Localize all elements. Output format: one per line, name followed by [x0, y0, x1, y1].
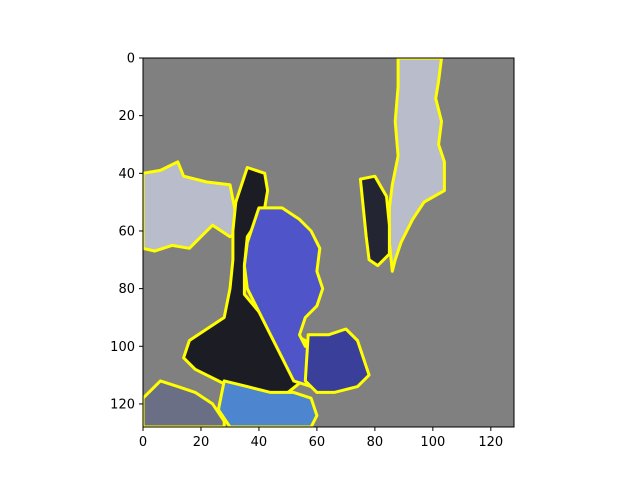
x-tick-label: 80: [367, 435, 384, 450]
y-tick-label: 40: [118, 167, 135, 182]
x-tick-label: 120: [478, 435, 503, 450]
region-right-strip: [387, 58, 446, 273]
image-regions: [143, 58, 446, 427]
y-tick-label: 20: [118, 109, 135, 124]
y-tick-label: 80: [118, 282, 135, 297]
y-tick-label: 120: [110, 397, 135, 412]
x-tick-label: 0: [139, 435, 147, 450]
x-tick-label: 20: [193, 435, 210, 450]
x-tick-label: 100: [420, 435, 445, 450]
y-tick-label: 60: [118, 224, 135, 239]
region-hand: [303, 327, 371, 394]
x-tick-label: 40: [251, 435, 268, 450]
x-tick-label: 60: [309, 435, 326, 450]
x-axis: 0 20 40 60 80 100 120: [139, 427, 503, 450]
region-dark-patch: [358, 174, 391, 268]
region-bottom-left-fragments: [143, 379, 226, 427]
region-shirt: [216, 379, 319, 427]
axes: 0 20 40 60 80 100 120 0 20 40 60 80 100 120: [110, 52, 515, 450]
y-tick-label: 0: [127, 52, 135, 67]
y-axis: 0 20 40 60 80 100 120: [110, 52, 143, 412]
y-tick-label: 100: [110, 340, 135, 355]
plot-frame: [142, 57, 515, 428]
